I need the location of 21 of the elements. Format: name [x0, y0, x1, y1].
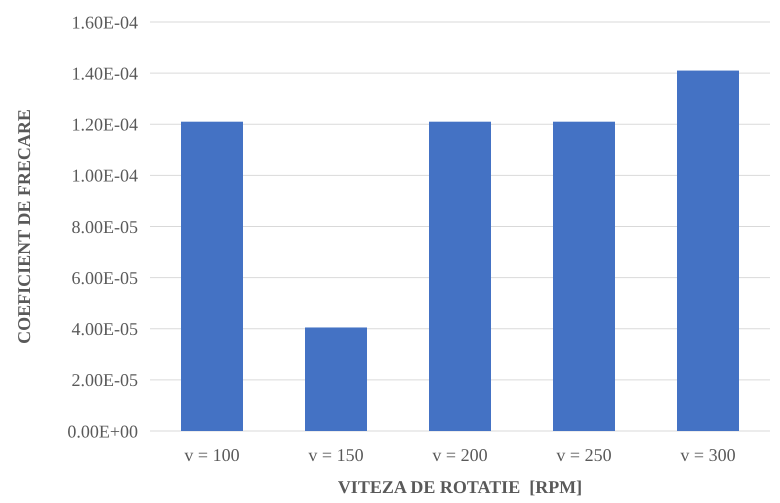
x-tick-label: v = 150 — [308, 445, 364, 465]
bar — [429, 122, 491, 431]
y-tick-label: 1.60E-04 — [72, 12, 138, 32]
y-tick-label: 1.20E-04 — [72, 114, 138, 135]
bar — [305, 327, 367, 431]
y-tick-label: 1.00E-04 — [72, 166, 138, 186]
x-tick-label: v = 300 — [680, 445, 736, 465]
bar — [181, 122, 243, 431]
y-tick-label: 4.00E-05 — [72, 319, 138, 340]
bar — [677, 70, 739, 431]
y-tick-label: 2.00E-05 — [72, 370, 138, 390]
x-axis-title: VITEZA DE ROTATIE [RPM] — [338, 477, 582, 497]
x-tick-label: v = 250 — [556, 445, 612, 465]
y-axis-title: COEFICIENT DE FRECARE — [14, 109, 34, 344]
y-tick-label: 8.00E-05 — [72, 216, 138, 237]
y-tick-label: 6.00E-05 — [72, 268, 138, 288]
bar — [553, 122, 615, 431]
x-tick-label: v = 200 — [432, 445, 488, 465]
y-tick-label: 1.40E-04 — [72, 63, 138, 84]
y-tick-label: 0.00E+00 — [67, 421, 138, 442]
x-tick-label: v = 100 — [184, 445, 240, 465]
